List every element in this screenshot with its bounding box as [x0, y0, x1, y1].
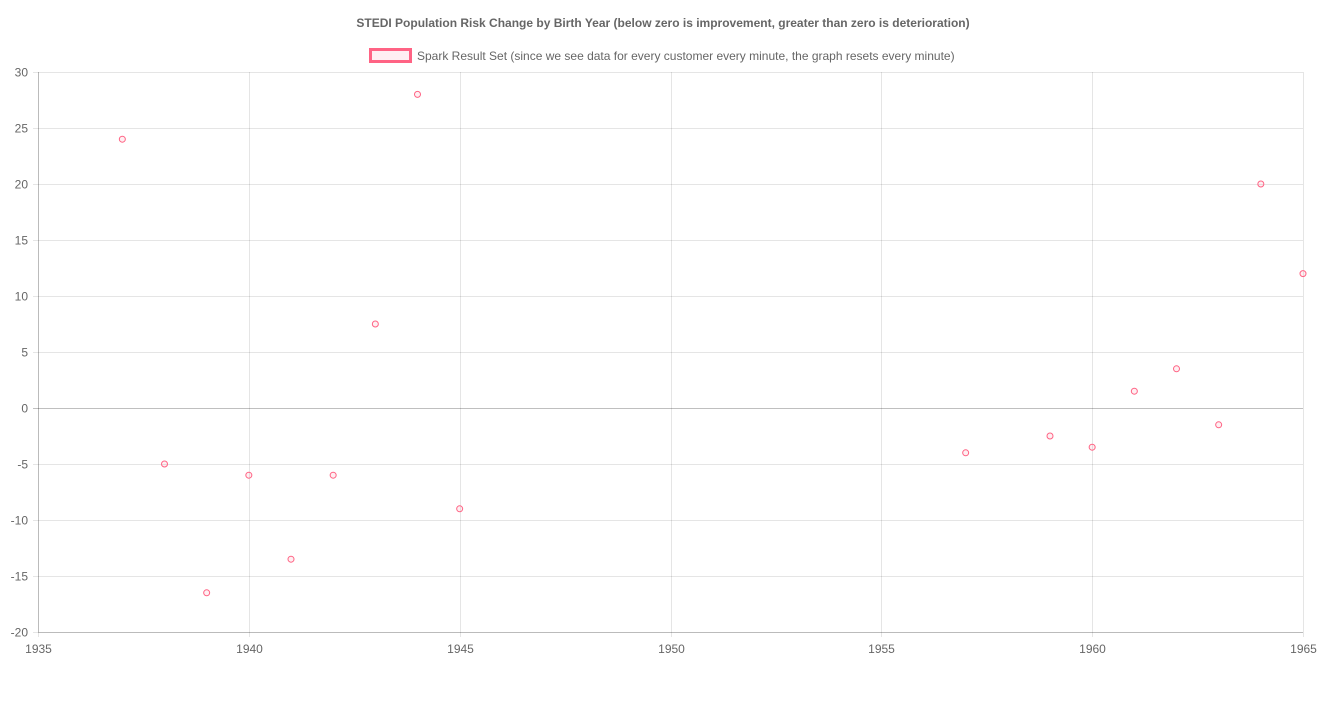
scatter-point[interactable] [1299, 270, 1307, 278]
y-tick-label: 15 [15, 234, 29, 248]
y-tick-label: -15 [11, 570, 29, 584]
y-tick-label: 30 [15, 66, 29, 80]
y-tick-label: 20 [15, 178, 29, 192]
scatter-point[interactable] [962, 449, 970, 457]
scatter-point[interactable] [414, 90, 421, 98]
legend-label[interactable]: Spark Result Set (since we see data for … [417, 49, 955, 63]
x-tick-label: 1935 [25, 642, 52, 656]
x-tick-label: 1965 [1290, 642, 1317, 656]
y-tick-label: 10 [15, 290, 29, 304]
x-tick-label: 1945 [447, 642, 474, 656]
scatter-point[interactable] [203, 589, 211, 597]
scatter-point[interactable] [161, 460, 168, 468]
scatter-point[interactable] [1215, 421, 1223, 429]
x-tick-label: 1950 [658, 642, 685, 656]
legend[interactable]: Spark Result Set (since we see data for … [369, 48, 955, 63]
scatter-point[interactable] [118, 135, 126, 143]
scatter-point[interactable] [287, 555, 295, 563]
scatter-point[interactable] [371, 320, 379, 328]
scatter-point[interactable] [1046, 432, 1054, 440]
x-tick-label: 1960 [1079, 642, 1106, 656]
y-tick-label: 0 [21, 402, 28, 416]
legend-swatch[interactable] [369, 48, 412, 63]
data-points [118, 90, 1307, 597]
grid [33, 72, 1304, 637]
scatter-point[interactable] [245, 471, 253, 479]
scatter-point[interactable] [329, 471, 337, 479]
scatter-point[interactable] [1130, 387, 1138, 395]
scatter-point[interactable] [456, 505, 464, 513]
chart-title: STEDI Population Risk Change by Birth Ye… [356, 16, 969, 30]
scatter-point[interactable] [1173, 365, 1180, 373]
scatter-point[interactable] [1088, 443, 1096, 451]
y-tick-label: 5 [21, 346, 28, 360]
y-tick-label: -5 [17, 458, 28, 472]
y-tick-label: 25 [15, 122, 29, 136]
y-tick-label: -10 [11, 514, 29, 528]
axes: 30 25 20 15 10 5 0 -5 -10 -15 -20 1935 1940 1945 1950 1… [11, 66, 1318, 657]
scatter-point[interactable] [1257, 180, 1265, 188]
x-tick-label: 1955 [868, 642, 895, 656]
x-tick-label: 1940 [236, 642, 263, 656]
y-tick-label: -20 [11, 626, 29, 640]
